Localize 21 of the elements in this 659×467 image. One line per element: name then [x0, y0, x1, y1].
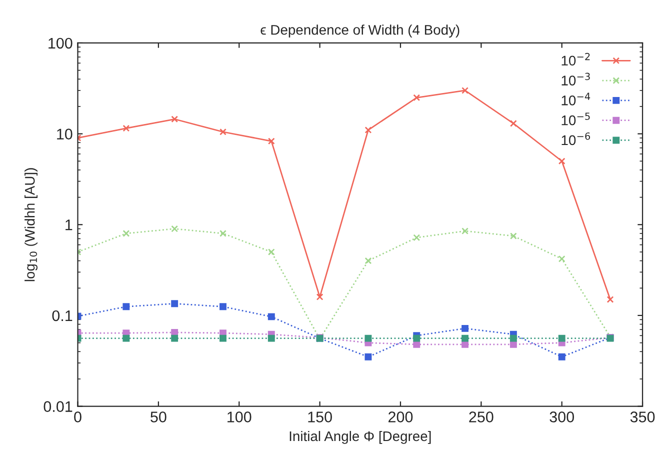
x-tick-label: 350 — [630, 412, 655, 422]
y-tick-label: 0.01 — [44, 401, 72, 412]
legend-label: 10$^{−5}$ — [562, 112, 590, 126]
y-tick-label: 0.1 — [52, 310, 72, 322]
legend-label: 10$^{−4}$ — [562, 92, 590, 106]
y-tick-label: 100 — [48, 38, 72, 49]
legend-label: 10$^{−3}$ — [562, 72, 590, 86]
chart-title: ϵ Dependence of Width (4 Body) — [260, 24, 460, 38]
x-tick-label: 50 — [150, 412, 166, 422]
x-tick-label: 200 — [388, 412, 413, 422]
x-tick-label: 0 — [74, 412, 82, 422]
x-tick-label: 300 — [550, 412, 574, 422]
x-tick-label: 100 — [228, 412, 252, 422]
legend-label: 10$^{−6}$ — [562, 132, 590, 146]
y-axis-title: log$_{10}$ (Widhh [AU]) — [24, 168, 38, 282]
x-tick-label: 150 — [308, 412, 332, 422]
y-tick-label: 10 — [57, 128, 72, 140]
legend-label: 10$^{−2}$ — [562, 52, 590, 66]
y-tick-label: 1 — [66, 220, 72, 230]
x-axis-title: Initial Angle Φ [Degree] — [290, 430, 431, 444]
x-tick-label: 250 — [469, 412, 494, 422]
